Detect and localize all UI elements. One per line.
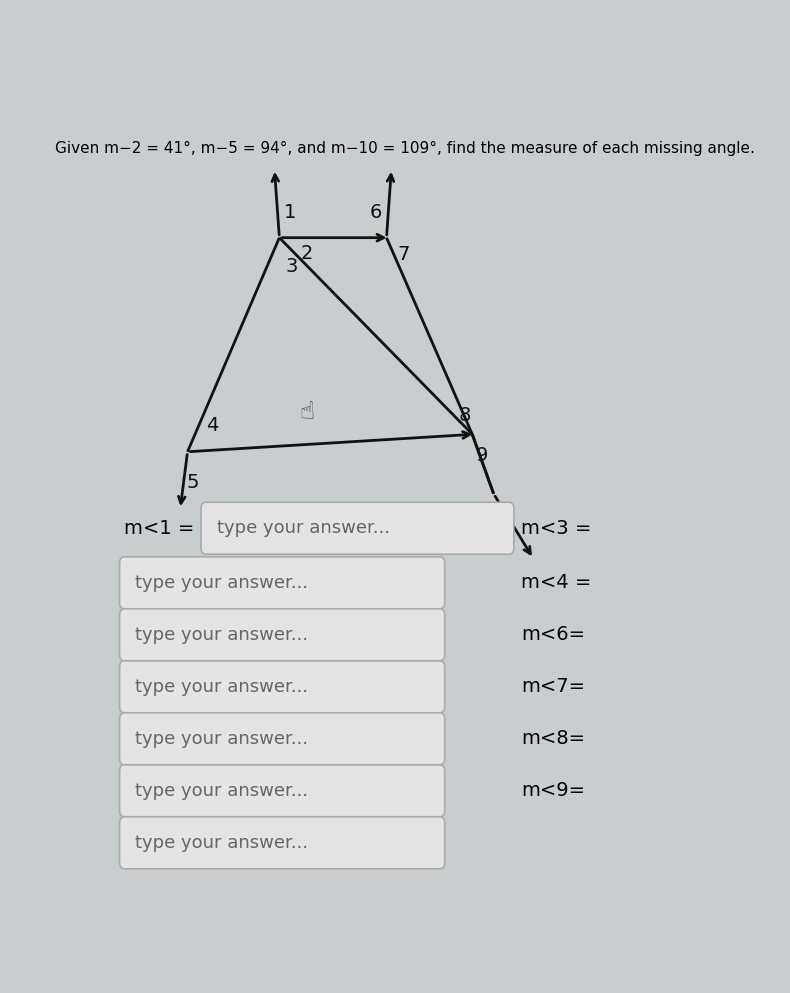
Text: type your answer...: type your answer... xyxy=(136,574,309,592)
Text: 3: 3 xyxy=(285,257,298,276)
Text: 7: 7 xyxy=(397,245,410,264)
Text: 5: 5 xyxy=(186,474,199,493)
Text: type your answer...: type your answer... xyxy=(136,834,309,852)
Text: type your answer...: type your answer... xyxy=(136,730,309,748)
Text: m<3 =: m<3 = xyxy=(521,518,592,538)
FancyBboxPatch shape xyxy=(119,713,445,765)
Text: type your answer...: type your answer... xyxy=(136,678,309,696)
FancyBboxPatch shape xyxy=(201,502,514,554)
FancyBboxPatch shape xyxy=(119,660,445,713)
Text: 4: 4 xyxy=(206,416,218,435)
FancyBboxPatch shape xyxy=(119,817,445,869)
Text: type your answer...: type your answer... xyxy=(136,626,309,643)
Text: m<9=: m<9= xyxy=(521,781,585,800)
Text: ☝: ☝ xyxy=(299,400,314,424)
Text: m<7=: m<7= xyxy=(521,677,585,696)
Text: 2: 2 xyxy=(301,244,313,263)
Text: 6: 6 xyxy=(370,204,382,222)
Text: type your answer...: type your answer... xyxy=(217,519,390,537)
Text: m<1 =: m<1 = xyxy=(125,518,195,538)
Text: 9: 9 xyxy=(476,446,487,465)
Text: m<6=: m<6= xyxy=(521,626,585,644)
Text: m<4 =: m<4 = xyxy=(521,573,592,592)
Text: 8: 8 xyxy=(459,406,471,425)
Text: 10: 10 xyxy=(476,526,501,545)
FancyBboxPatch shape xyxy=(119,765,445,817)
FancyBboxPatch shape xyxy=(119,557,445,609)
Text: m<8=: m<8= xyxy=(521,729,585,749)
Text: Given m−2 = 41°, m−5 = 94°, and m−10 = 109°, find the measure of each missing an: Given m−2 = 41°, m−5 = 94°, and m−10 = 1… xyxy=(55,141,754,156)
Text: type your answer...: type your answer... xyxy=(136,781,309,799)
FancyBboxPatch shape xyxy=(119,609,445,660)
Text: 1: 1 xyxy=(284,204,296,222)
